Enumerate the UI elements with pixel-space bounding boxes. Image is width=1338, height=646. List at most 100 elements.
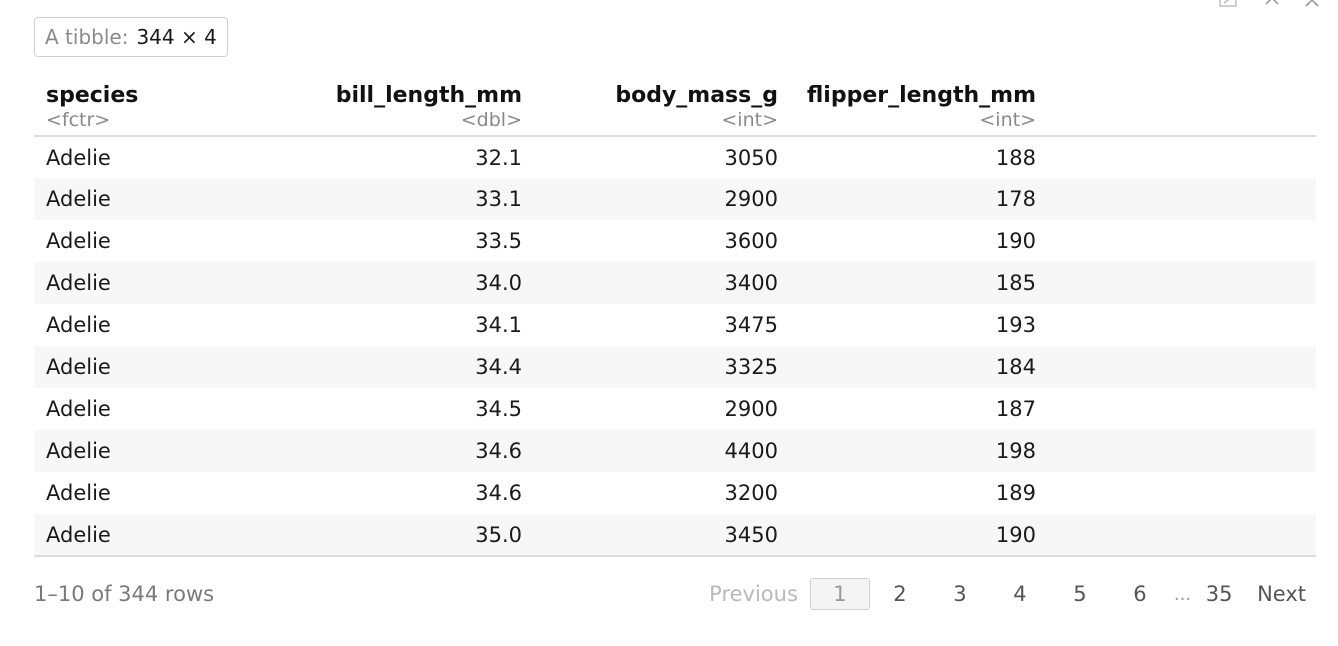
row-filler <box>1048 220 1316 262</box>
row-filler <box>1048 178 1316 220</box>
close-output-icon[interactable] <box>1304 0 1320 8</box>
cell-flipper-length-mm: 198 <box>790 430 1048 472</box>
cell-species: Adelie <box>46 313 111 337</box>
cell-species: Adelie <box>46 229 111 253</box>
column-name: flipper_length_mm <box>806 83 1036 108</box>
cell-species: Adelie <box>46 397 111 421</box>
cell-body-mass-g: 3475 <box>724 313 778 337</box>
row-count-info: 1–10 of 344 rows <box>34 582 215 606</box>
expand-output-icon[interactable] <box>1218 0 1240 8</box>
row-filler <box>1048 514 1316 557</box>
cell-body-mass-g: 3050 <box>724 145 778 170</box>
row-filler <box>1048 430 1316 472</box>
column-header-bill-length-mm: bill_length_mm <dbl> <box>294 80 534 137</box>
cell-bill-length-mm: 34.1 <box>475 313 522 337</box>
chunk-controls <box>1218 0 1320 8</box>
column-type: <dbl> <box>460 109 522 131</box>
table-row: Adelie 34.4 3325 184 <box>34 346 1316 388</box>
cell-body-mass-g: 4400 <box>534 430 790 472</box>
page-button-last[interactable]: 35 <box>1205 582 1233 606</box>
cell-species: Adelie <box>34 514 294 557</box>
cell-body-mass-g: 3600 <box>724 229 778 253</box>
cell-bill-length-mm: 34.5 <box>475 397 522 421</box>
pagination-ellipsis: ... <box>1173 583 1192 605</box>
cell-bill-length-mm: 34.4 <box>294 346 534 388</box>
cell-species: Adelie <box>46 481 111 505</box>
tibble-dimension-badge: A tibble: 344 × 4 <box>34 17 228 57</box>
cell-flipper-length-mm: 190 <box>790 514 1048 557</box>
cell-bill-length-mm: 33.1 <box>294 178 534 220</box>
table-row: Adelie 35.0 3450 190 <box>34 514 1316 557</box>
page-button[interactable]: 2 <box>893 582 907 606</box>
row-filler <box>1048 262 1316 304</box>
page-button[interactable]: 6 <box>1133 582 1147 606</box>
cell-body-mass-g: 3200 <box>724 481 778 505</box>
table-body: Adelie 32.1 3050 188 Adelie 33.1 2900 178 Adelie… <box>34 136 1316 557</box>
data-table-container: species <fctr> bill_length_mm <dbl> body_mas… <box>34 80 1316 557</box>
badge-label: A tibble: <box>45 25 129 49</box>
cell-bill-length-mm: 34.6 <box>294 430 534 472</box>
column-type: <int> <box>979 109 1036 131</box>
cell-body-mass-g: 3400 <box>534 262 790 304</box>
cell-bill-length-mm: 35.0 <box>294 514 534 557</box>
cell-species: Adelie <box>34 178 294 220</box>
cell-body-mass-g: 3325 <box>534 346 790 388</box>
header-filler <box>1048 80 1316 137</box>
cell-flipper-length-mm: 178 <box>790 178 1048 220</box>
row-filler <box>1048 136 1316 178</box>
cell-bill-length-mm: 33.5 <box>475 229 522 253</box>
row-filler <box>1048 388 1316 430</box>
table-row: Adelie 34.0 3400 185 <box>34 262 1316 304</box>
column-header-species: species <fctr> <box>34 80 294 137</box>
cell-species: Adelie <box>34 430 294 472</box>
cell-species: Adelie <box>34 346 294 388</box>
row-filler <box>1048 304 1316 346</box>
cell-flipper-length-mm: 190 <box>995 229 1036 253</box>
cell-flipper-length-mm: 193 <box>995 313 1036 337</box>
header-row: species <fctr> bill_length_mm <dbl> body_mas… <box>34 80 1316 137</box>
previous-page-button[interactable]: Previous <box>709 582 798 606</box>
next-page-button[interactable]: Next <box>1257 582 1306 606</box>
column-type: <int> <box>721 109 778 131</box>
column-header-flipper-length-mm: flipper_length_mm <int> <box>790 80 1048 137</box>
cell-body-mass-g: 3450 <box>534 514 790 557</box>
table-header: species <fctr> bill_length_mm <dbl> body_mas… <box>34 80 1316 137</box>
column-type: <fctr> <box>46 109 111 131</box>
page-button-current[interactable]: 1 <box>809 578 870 610</box>
page-button[interactable]: 3 <box>953 582 967 606</box>
data-table: species <fctr> bill_length_mm <dbl> body_mas… <box>34 80 1316 557</box>
cell-bill-length-mm: 34.6 <box>475 481 522 505</box>
cell-flipper-length-mm: 185 <box>790 262 1048 304</box>
column-name: species <box>46 83 139 108</box>
page-button[interactable]: 4 <box>1013 582 1027 606</box>
table-row: Adelie 34.6 3200 189 <box>34 472 1316 514</box>
page-button[interactable]: 5 <box>1073 582 1087 606</box>
cell-flipper-length-mm: 187 <box>995 397 1036 421</box>
badge-dimensions: 344 × 4 <box>136 25 217 49</box>
cell-body-mass-g: 2900 <box>724 397 778 421</box>
cell-flipper-length-mm: 188 <box>995 145 1036 170</box>
table-row: Adelie 34.1 3475 193 <box>34 304 1316 346</box>
column-header-body-mass-g: body_mass_g <int> <box>534 80 790 137</box>
cell-species: Adelie <box>34 262 294 304</box>
table-row: Adelie 34.6 4400 198 <box>34 430 1316 472</box>
cell-bill-length-mm: 34.0 <box>294 262 534 304</box>
cell-species: Adelie <box>46 145 111 170</box>
cell-flipper-length-mm: 184 <box>790 346 1048 388</box>
column-name: body_mass_g <box>615 83 778 108</box>
cell-body-mass-g: 2900 <box>534 178 790 220</box>
cell-flipper-length-mm: 189 <box>995 481 1036 505</box>
table-row: Adelie 33.1 2900 178 <box>34 178 1316 220</box>
collapse-output-icon[interactable] <box>1264 0 1280 8</box>
table-row: Adelie 33.5 3600 190 <box>34 220 1316 262</box>
cell-bill-length-mm: 32.1 <box>475 145 522 170</box>
table-row: Adelie 32.1 3050 188 <box>34 136 1316 178</box>
table-row: Adelie 34.5 2900 187 <box>34 388 1316 430</box>
column-name: bill_length_mm <box>335 83 522 108</box>
row-filler <box>1048 472 1316 514</box>
row-filler <box>1048 346 1316 388</box>
